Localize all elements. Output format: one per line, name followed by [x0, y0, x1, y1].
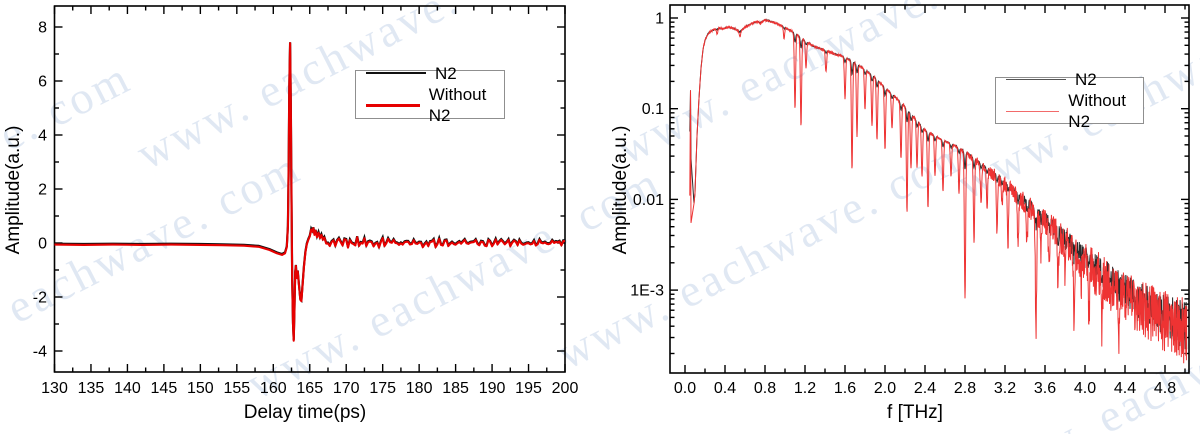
tick-label: 200 [552, 380, 579, 397]
left-plot-xlabel: Delay time(ps) [243, 402, 367, 423]
tick-label: -4 [33, 344, 47, 361]
tick-label: 170 [333, 380, 360, 397]
tick-label: 150 [187, 380, 214, 397]
tick-label: 6 [38, 74, 47, 91]
left-plot-ylabel: Amplitude(a.u.) [3, 125, 24, 255]
tick-label: 175 [369, 380, 396, 397]
tick-label: 160 [260, 380, 287, 397]
tick-label: 0.1 [642, 101, 664, 118]
right-plot-xlabel: f [THz] [887, 402, 943, 423]
tick-label: 0.0 [674, 380, 696, 397]
left-plot-frame [53, 5, 566, 373]
legend-label: N2 [1075, 69, 1097, 89]
tick-label: 140 [114, 380, 141, 397]
legend-label: Without N2 [428, 84, 487, 126]
tick-label: 2 [38, 182, 47, 199]
n2-line-sample [1006, 78, 1066, 80]
tick-label: 4.8 [1154, 380, 1176, 397]
legend-label: Without N2 [1068, 90, 1126, 132]
tick-label: 8 [38, 20, 47, 37]
tick-label: 195 [515, 380, 542, 397]
tick-label: 145 [151, 380, 178, 397]
tick-label: -2 [33, 290, 47, 307]
without-n2-curve [54, 42, 565, 342]
tick-label: 2.8 [954, 380, 976, 397]
legend-entry-n2: N2 [356, 63, 504, 84]
tick-label: 180 [406, 380, 433, 397]
left-plot-legend: N2 Without N2 [355, 64, 505, 125]
tick-label: 185 [442, 380, 469, 397]
legend-entry-without-n2: Without N2 [996, 90, 1143, 133]
tick-label: 155 [223, 380, 250, 397]
tick-label: 0.8 [754, 380, 776, 397]
tick-label: 1E-3 [630, 283, 664, 300]
tick-label: 4.4 [1114, 380, 1136, 397]
legend-entry-n2: N2 [996, 69, 1143, 90]
tick-label: 165 [296, 380, 323, 397]
without-n2-line-sample [366, 103, 420, 107]
tick-label: 3.2 [994, 380, 1016, 397]
tick-label: 0 [38, 236, 47, 253]
tick-label: 4.0 [1074, 380, 1096, 397]
legend-label: N2 [435, 63, 457, 83]
tick-label: 1 [655, 11, 664, 28]
tick-label: 190 [479, 380, 506, 397]
tick-label: 135 [78, 380, 105, 397]
without-n2-spectrum-curve [689, 18, 1188, 364]
right-plot-ylabel: Amplitude(a.u.) [610, 125, 631, 255]
tick-label: 0.01 [633, 192, 664, 209]
tick-label: 4 [38, 128, 47, 145]
tick-label: 2.0 [874, 380, 896, 397]
tick-label: 1.2 [794, 380, 816, 397]
right-plot-legend: N2 Without N2 [995, 70, 1144, 131]
tick-label: 2.4 [914, 380, 936, 397]
tick-label: 3.6 [1034, 380, 1056, 397]
without-n2-line-sample [1006, 110, 1060, 112]
tick-label: 130 [41, 380, 68, 397]
right-plot-frame [669, 4, 1190, 374]
tick-label: 0.4 [714, 380, 736, 397]
legend-entry-without-n2: Without N2 [356, 84, 504, 127]
tick-label: 1.6 [834, 380, 856, 397]
n2-line-sample [366, 72, 426, 75]
